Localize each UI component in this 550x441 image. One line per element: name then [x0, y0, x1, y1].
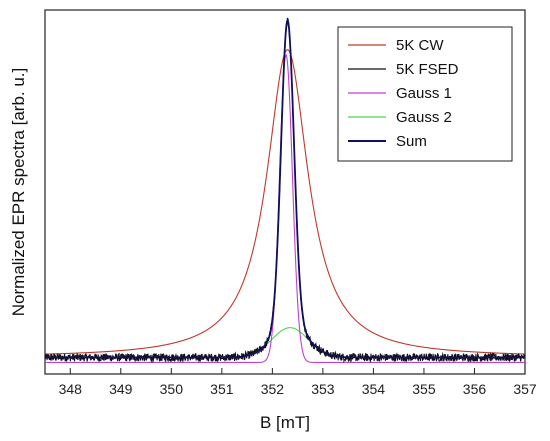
x-tick-label: 354 — [362, 381, 386, 397]
legend-label: 5K FSED — [396, 61, 459, 78]
y-axis-title: Normalized EPR spectra [arb. u.] — [9, 68, 28, 316]
x-tick-label: 349 — [109, 381, 133, 397]
legend-label: 5K CW — [396, 37, 444, 54]
legend-label: Gauss 2 — [396, 109, 452, 126]
series-layer — [44, 17, 526, 364]
x-tick-label: 351 — [210, 381, 234, 397]
x-axis-title: B [mT] — [260, 413, 310, 432]
x-tick-label: 348 — [59, 381, 83, 397]
legend-label: Sum — [396, 133, 427, 150]
legend-label: Gauss 1 — [396, 85, 452, 102]
x-tick-label: 355 — [412, 381, 436, 397]
x-tick-label: 356 — [463, 381, 487, 397]
legend-items: 5K CW 5K FSED Gauss 1 Gauss 2 Sum — [348, 37, 459, 150]
x-tick-label: 357 — [513, 381, 537, 397]
x-tick-label: 353 — [311, 381, 335, 397]
legend-box — [337, 26, 513, 162]
series-line-gauss-2 — [216, 327, 364, 358]
series-line-sum — [45, 18, 525, 359]
x-tick-label: 352 — [261, 381, 285, 397]
legend: 5K CW 5K FSED Gauss 1 Gauss 2 Sum — [337, 26, 513, 162]
x-axis-ticks: 348 349 350 351 352 353 354 355 356 357 — [59, 368, 537, 397]
plot-frame — [44, 9, 526, 375]
x-tick-label: 350 — [160, 381, 184, 397]
